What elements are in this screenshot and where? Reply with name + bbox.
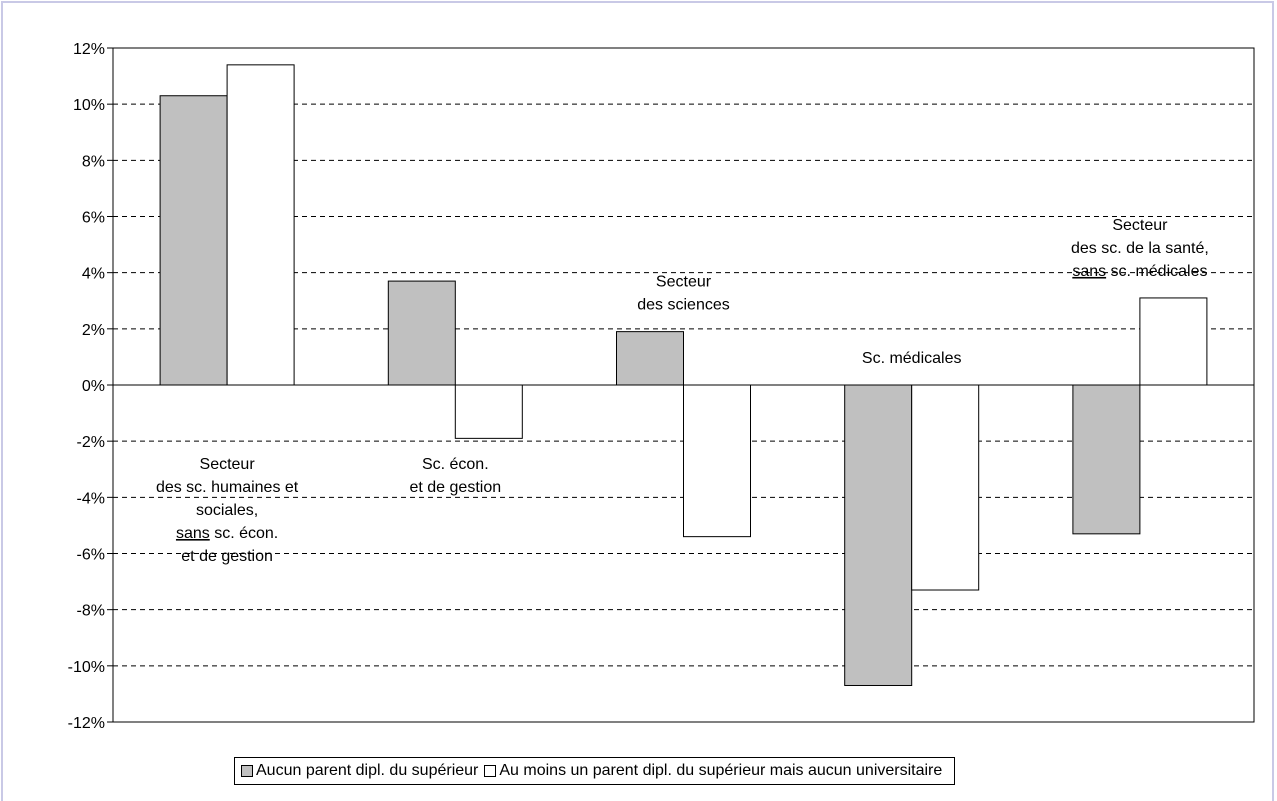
y-tick-label: -8%: [77, 603, 105, 620]
legend: Aucun parent dipl. du supérieur Au moins…: [234, 757, 956, 785]
legend-label-series-2: Au moins un parent dipl. du supérieur ma…: [499, 762, 943, 779]
category-label: sans sc. écon.: [176, 525, 278, 542]
category-label: Secteur: [656, 274, 712, 291]
category-label: des sc. humaines et: [156, 479, 299, 496]
bar-series-1: [616, 331, 684, 386]
category-label: des sciences: [637, 297, 730, 314]
bar-series-2: [683, 384, 751, 538]
y-tick-label: -10%: [68, 659, 105, 676]
y-tick-label: 2%: [82, 322, 105, 339]
y-tick-label: -12%: [68, 715, 105, 732]
bar-series-2: [226, 64, 295, 386]
category-label: Sc. médicales: [862, 350, 962, 367]
bar-series-2: [454, 384, 523, 439]
category-label: Secteur: [1112, 217, 1168, 234]
bar-series-1: [844, 384, 913, 686]
category-label: Secteur: [200, 456, 256, 473]
category-label: et de gestion: [181, 548, 273, 565]
legend-swatch-series-1: [241, 765, 253, 777]
bar-series-2: [911, 384, 980, 591]
y-tick-label: 10%: [73, 97, 105, 114]
bar-series-2: [1139, 297, 1208, 386]
category-label: sociales,: [196, 502, 258, 519]
category-label: Sc. écon.: [422, 456, 489, 473]
y-tick-label: 12%: [73, 41, 105, 58]
legend-label-series-1: Aucun parent dipl. du supérieur: [256, 762, 479, 779]
y-tick-label: -6%: [77, 547, 105, 564]
category-label: des sc. de la santé,: [1071, 240, 1209, 257]
y-tick-label: 4%: [82, 266, 105, 283]
bar-series-1: [387, 280, 456, 386]
legend-item-series-1: Aucun parent dipl. du supérieur: [241, 762, 478, 780]
category-label: sans sc. médicales: [1072, 263, 1207, 280]
bar-series-1: [1072, 384, 1141, 535]
y-tick-label: -2%: [77, 434, 105, 451]
category-label: et de gestion: [409, 479, 501, 496]
bar-series-1: [159, 95, 228, 386]
y-tick-label: 8%: [82, 153, 105, 170]
y-tick-label: 6%: [82, 210, 105, 227]
legend-swatch-series-2: [484, 765, 497, 777]
y-tick-label: 0%: [82, 378, 105, 395]
y-tick-label: -4%: [77, 490, 105, 507]
legend-item-series-2: Au moins un parent dipl. du supérieur ma…: [484, 762, 942, 780]
